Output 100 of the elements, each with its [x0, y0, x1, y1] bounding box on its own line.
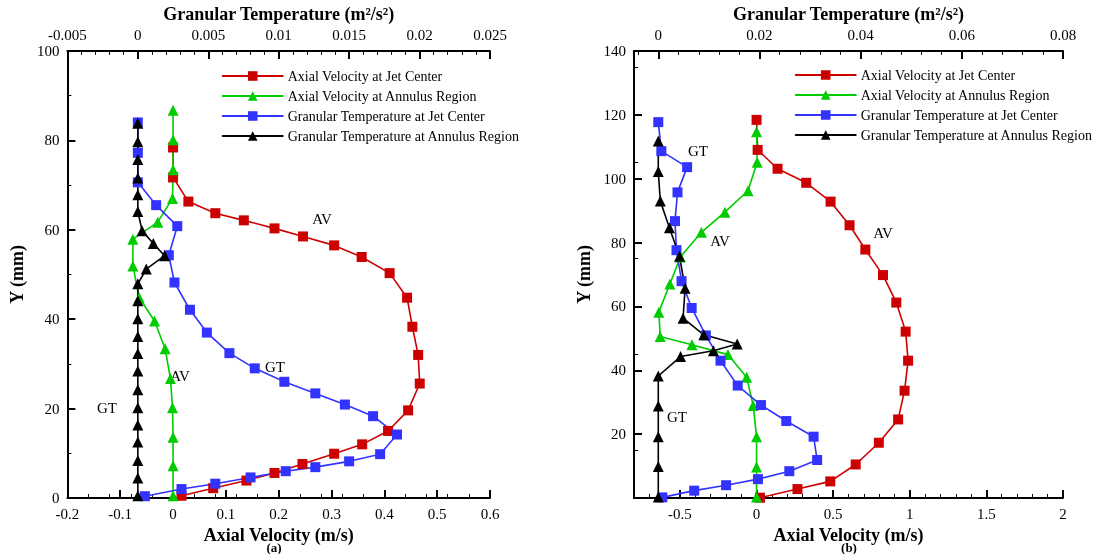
point — [167, 490, 179, 502]
point — [751, 461, 763, 473]
point — [695, 226, 707, 238]
point — [751, 431, 763, 443]
annotation: AV — [312, 211, 333, 227]
point — [860, 244, 871, 255]
x-tick-label: 0 — [169, 505, 177, 522]
annotation: AV — [873, 225, 894, 241]
point — [127, 260, 139, 272]
point — [801, 177, 812, 188]
point — [654, 330, 666, 342]
x2-tick-label: 0.04 — [847, 27, 875, 44]
x-tick-label: 0.1 — [216, 505, 236, 522]
point — [183, 196, 194, 207]
x2-axis-title: Granular Temperature (m²/s²) — [163, 4, 395, 25]
legend-label: Axial Velocity at Jet Center — [287, 68, 443, 84]
x2-tick-label: 0.06 — [948, 27, 976, 44]
point — [772, 163, 783, 174]
point — [269, 467, 280, 478]
point — [238, 215, 249, 226]
point — [298, 231, 308, 242]
annotation: GT — [667, 409, 687, 425]
point — [167, 431, 179, 443]
y-tick-label: 120 — [603, 106, 626, 123]
point — [891, 297, 902, 308]
point — [167, 164, 179, 176]
y-tick-label: 40 — [611, 362, 626, 379]
annotation: GT — [97, 400, 117, 416]
point — [127, 233, 139, 245]
x2-tick-label: -0.005 — [48, 27, 87, 44]
annotation: AV — [710, 233, 731, 249]
point — [403, 405, 414, 416]
point — [752, 144, 763, 155]
point — [741, 371, 753, 383]
point — [742, 185, 754, 197]
point — [329, 240, 340, 251]
y-tick-label: 80 — [611, 234, 626, 251]
x-tick-label: 0.4 — [374, 505, 395, 522]
y-axis-title: Y (mm) — [7, 245, 28, 304]
x2-tick-label: 0.02 — [746, 27, 773, 44]
point — [167, 402, 179, 414]
legend-label: Granular Temperature at Annulus Region — [287, 128, 519, 144]
x2-tick-label: 0.015 — [332, 27, 367, 44]
x-tick-label: 0.6 — [480, 505, 500, 522]
legend-label: Axial Velocity at Jet Center — [860, 67, 1016, 83]
x-tick-label: 0.3 — [322, 505, 341, 522]
x2-tick-label: 0.02 — [406, 27, 433, 44]
x-tick-label: 0.5 — [427, 505, 447, 522]
point — [653, 306, 665, 318]
x-tick-label: 1.5 — [977, 505, 996, 522]
point — [159, 343, 171, 355]
point — [402, 292, 413, 303]
point — [152, 216, 164, 228]
point — [751, 156, 763, 168]
x-tick-label: 0.5 — [823, 505, 843, 522]
point — [384, 268, 395, 279]
legend-label: Granular Temperature at Jet Center — [860, 107, 1059, 123]
x2-tick-label: 0 — [654, 27, 663, 44]
y-tick-label: 20 — [44, 400, 60, 417]
x-tick-label: 1 — [906, 505, 914, 522]
point — [210, 208, 221, 219]
legend-label: Axial Velocity at Annulus Region — [287, 88, 477, 104]
x-tick-label: -0.1 — [108, 505, 133, 522]
point — [899, 385, 910, 396]
annotation: GT — [265, 359, 285, 375]
y-tick-label: 40 — [44, 311, 60, 328]
legend-label: Axial Velocity at Annulus Region — [860, 87, 1050, 103]
point — [900, 326, 911, 337]
point — [751, 114, 762, 125]
annotation: GT — [688, 143, 708, 159]
y-tick-label: 140 — [603, 42, 626, 59]
point — [167, 104, 179, 116]
point — [414, 378, 425, 389]
point — [329, 448, 340, 459]
y-tick-label: 60 — [44, 221, 60, 238]
point — [269, 223, 280, 234]
x-tick-label: 0 — [752, 505, 761, 522]
y-tick-label: 100 — [603, 170, 626, 187]
point — [383, 425, 394, 436]
y-tick-label: 80 — [44, 132, 60, 149]
point — [719, 206, 731, 218]
y-tick-label: 100 — [36, 42, 60, 59]
x-axis-title: Axial Velocity (m/s) — [203, 524, 354, 546]
point — [747, 399, 759, 411]
x2-tick-label: 0 — [134, 27, 142, 44]
point — [149, 315, 161, 327]
point — [407, 321, 418, 332]
x-tick-label: 0.2 — [269, 505, 289, 522]
x-tick-label: -0.2 — [55, 505, 80, 522]
legend-label: Granular Temperature at Annulus Region — [860, 127, 1092, 143]
x-axis-title: Axial Velocity (m/s) — [773, 524, 924, 546]
x2-tick-label: 0.01 — [265, 27, 292, 44]
point — [903, 355, 914, 366]
y-tick-label: 60 — [611, 298, 626, 315]
legend-label: Granular Temperature at Jet Center — [287, 108, 486, 124]
point — [167, 460, 179, 472]
x2-tick-label: 0.025 — [473, 27, 507, 44]
x-tick-label: -0.5 — [668, 505, 692, 522]
point — [356, 252, 367, 263]
x2-axis-title: Granular Temperature (m²/s²) — [732, 4, 965, 25]
